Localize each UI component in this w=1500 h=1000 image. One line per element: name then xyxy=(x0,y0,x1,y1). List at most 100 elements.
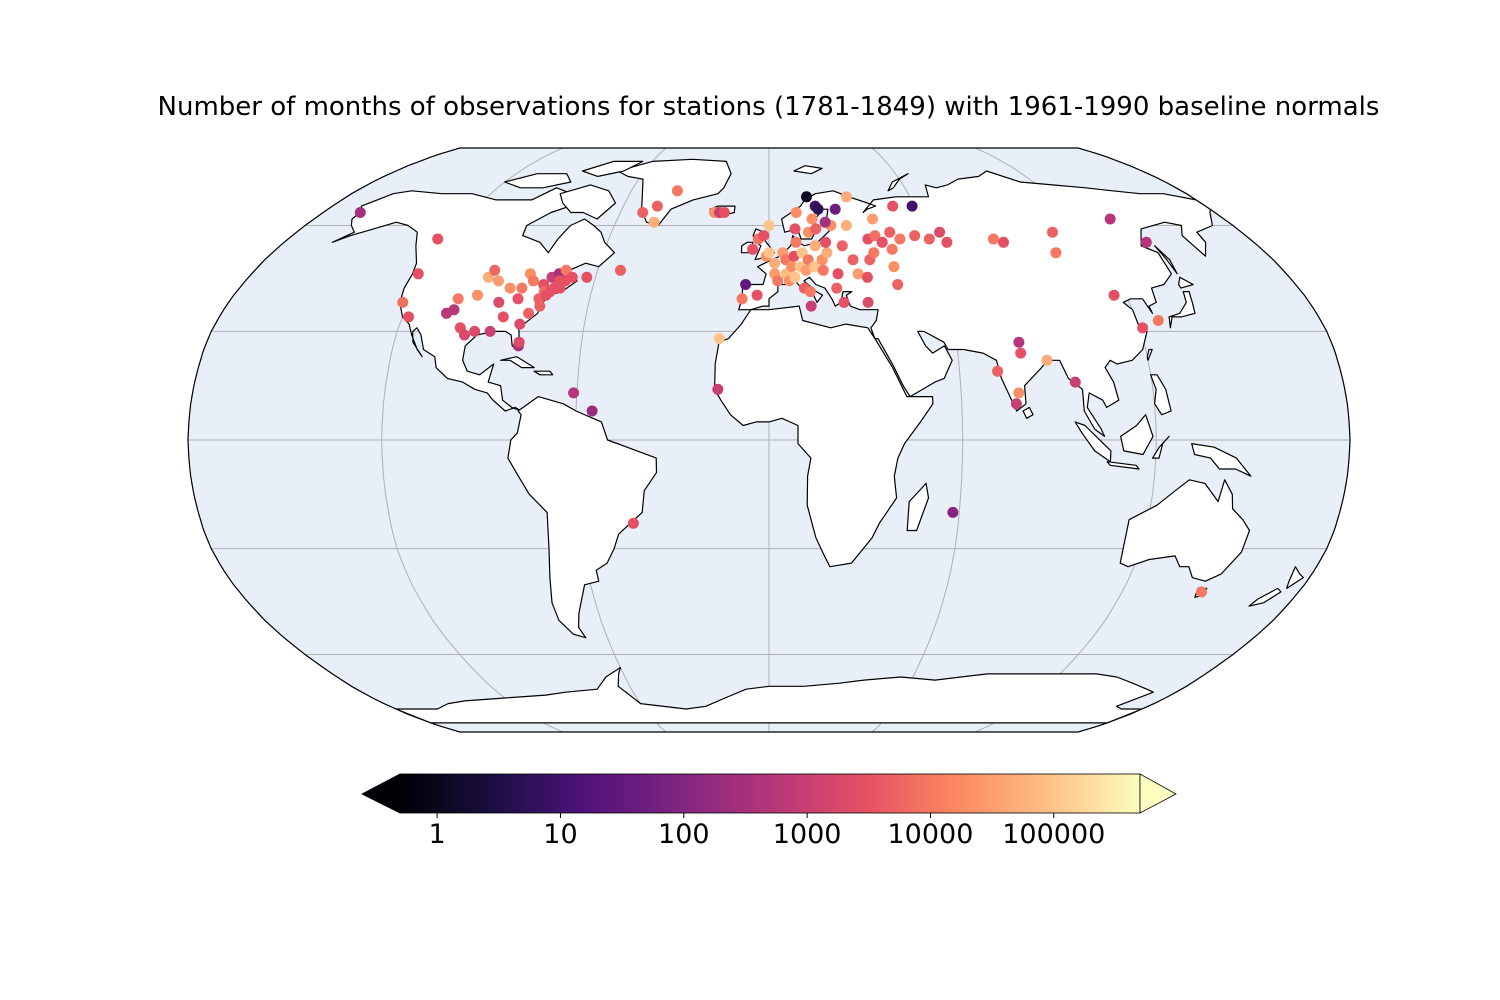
land-svalbard xyxy=(793,165,823,175)
station-marker xyxy=(763,247,775,259)
colorbar-extend-low xyxy=(361,773,401,814)
station-marker xyxy=(812,203,824,215)
land-baffin-island xyxy=(559,184,617,220)
station-marker xyxy=(758,230,770,242)
station-marker xyxy=(941,236,953,248)
station-marker xyxy=(566,271,578,283)
station-marker xyxy=(469,325,481,337)
colorbar: 1 10 100 1000 10000 100000 xyxy=(361,773,1177,850)
station-marker xyxy=(769,257,781,269)
land-north-america xyxy=(331,187,616,412)
station-marker xyxy=(869,230,881,242)
station-marker xyxy=(459,329,470,341)
station-marker xyxy=(397,296,409,308)
station-marker xyxy=(512,293,524,305)
station-marker xyxy=(751,289,763,301)
station-marker xyxy=(789,271,801,283)
land-antarctica xyxy=(395,666,1154,724)
colorbar-tick-label: 100 xyxy=(658,819,710,850)
colorbar-tick-label: 1 xyxy=(429,819,446,850)
land-hokkaido xyxy=(1178,276,1194,289)
station-marker xyxy=(876,236,888,248)
land-novaya-zemlya xyxy=(887,173,909,192)
land-sulawesi xyxy=(1152,435,1170,459)
station-marker xyxy=(504,282,516,294)
land-eurasia xyxy=(738,170,1213,437)
station-marker xyxy=(354,207,366,218)
station-marker xyxy=(867,213,879,225)
station-marker xyxy=(736,293,748,305)
station-marker xyxy=(831,282,843,294)
station-marker xyxy=(513,336,525,348)
station-marker xyxy=(789,223,801,235)
station-marker xyxy=(747,243,759,255)
station-marker xyxy=(801,191,812,203)
station-marker xyxy=(820,236,832,248)
station-marker xyxy=(847,254,859,266)
land-nz-south xyxy=(1248,587,1282,607)
colorbar-tick-label: 100000 xyxy=(1002,819,1105,850)
station-marker xyxy=(923,233,935,245)
station-marker xyxy=(412,268,424,280)
colorbar-tick-label: 10 xyxy=(543,819,577,850)
station-marker xyxy=(821,247,833,259)
station-marker xyxy=(1013,387,1025,399)
station-marker xyxy=(809,240,821,252)
station-marker xyxy=(804,286,816,298)
station-marker xyxy=(840,220,852,231)
land-madagascar xyxy=(906,482,930,532)
station-marker xyxy=(861,271,873,283)
station-marker xyxy=(1047,226,1058,238)
station-marker xyxy=(829,203,841,215)
station-marker xyxy=(888,261,900,273)
colorbar-gradient xyxy=(399,773,1141,814)
station-marker xyxy=(998,236,1009,248)
land-new-guinea xyxy=(1191,443,1252,477)
station-marker xyxy=(887,200,899,212)
station-marker xyxy=(808,261,820,273)
station-marker xyxy=(484,325,496,337)
station-marker xyxy=(862,296,874,308)
station-marker xyxy=(1010,398,1022,410)
station-marker xyxy=(472,289,483,301)
land-java xyxy=(1106,461,1140,470)
land-sri-lanka xyxy=(1022,406,1034,419)
colorbar-tick-label: 10000 xyxy=(888,819,974,850)
station-marker xyxy=(819,216,831,228)
station-marker xyxy=(832,268,844,280)
station-marker xyxy=(448,304,460,316)
station-marker xyxy=(1108,289,1120,301)
land-africa xyxy=(714,305,934,568)
station-marker xyxy=(840,191,852,203)
station-marker xyxy=(772,275,784,287)
station-marker xyxy=(817,264,829,276)
station-marker xyxy=(615,264,626,276)
station-marker xyxy=(886,243,898,255)
station-marker xyxy=(581,271,593,283)
station-marker xyxy=(648,216,660,228)
station-marker xyxy=(514,318,526,330)
station-marker xyxy=(671,185,683,197)
station-marker xyxy=(786,261,798,273)
station-marker xyxy=(718,207,730,218)
station-marker xyxy=(1041,354,1053,366)
colorbar-extend-high xyxy=(1139,773,1177,814)
station-marker xyxy=(493,296,505,308)
station-marker xyxy=(713,333,725,345)
station-marker xyxy=(432,233,444,245)
land-hispaniola xyxy=(533,370,554,376)
station-marker xyxy=(894,233,906,245)
station-marker xyxy=(790,236,802,248)
station-marker xyxy=(838,296,850,308)
land-arctic-islands-1 xyxy=(504,173,572,189)
station-marker xyxy=(992,365,1004,377)
land-arctic-islands-2 xyxy=(581,160,644,177)
station-marker xyxy=(493,275,504,287)
station-marker xyxy=(892,279,904,290)
station-marker xyxy=(810,223,822,235)
station-marker xyxy=(403,311,415,323)
station-marker xyxy=(906,200,918,212)
station-marker xyxy=(568,387,580,399)
station-marker xyxy=(534,300,546,312)
